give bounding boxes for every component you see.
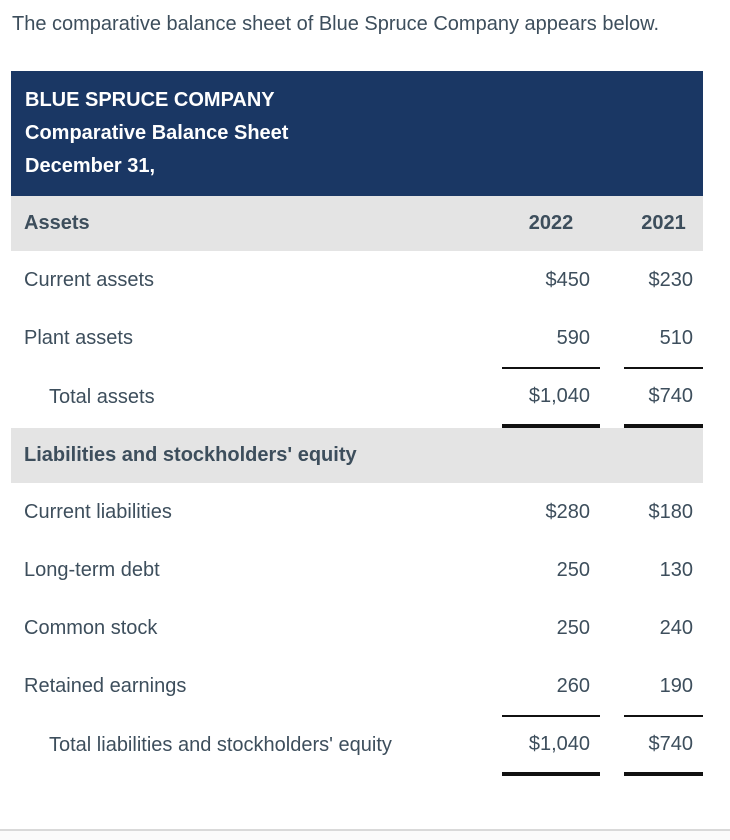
- table-row-total-liabilities-equity: Total liabilities and stockholders' equi…: [11, 715, 703, 776]
- value-2022: 260: [556, 674, 590, 697]
- table-row-common-stock: Common stock 250 240: [11, 599, 703, 657]
- value-2022: 250: [556, 558, 590, 581]
- row-label: Current liabilities: [24, 500, 172, 523]
- liabilities-section-label: Liabilities and stockholders' equity: [24, 444, 357, 466]
- table-row-long-term-debt: Long-term debt 250 130: [11, 541, 703, 599]
- value-2021: $740: [624, 367, 703, 428]
- column-header-2022: 2022: [528, 212, 574, 234]
- value-2021: $180: [648, 500, 694, 523]
- row-label: Current assets: [24, 268, 155, 291]
- value-2022: 590: [556, 326, 590, 349]
- table-row-current-liabilities: Current liabilities $280 $180: [11, 483, 703, 541]
- balance-sheet-card: BLUE SPRUCE COMPANY Comparative Balance …: [11, 71, 703, 776]
- row-label: Retained earnings: [24, 674, 187, 697]
- value-2022: $280: [545, 500, 591, 523]
- table-row-current-assets: Current assets $450 $230: [11, 251, 703, 309]
- row-label: Total liabilities and stockholders' equi…: [49, 734, 392, 756]
- below-divider-area: [0, 831, 730, 840]
- assets-section-header: Assets 2022 2021: [11, 196, 703, 251]
- balance-sheet-header: BLUE SPRUCE COMPANY Comparative Balance …: [11, 71, 703, 196]
- assets-section-label: Assets: [24, 212, 90, 234]
- row-label: Plant assets: [24, 326, 133, 349]
- company-name: BLUE SPRUCE COMPANY: [25, 89, 275, 111]
- value-2021: 130: [659, 558, 693, 581]
- bottom-divider: [0, 829, 730, 831]
- table-row-total-assets: Total assets $1,040 $740: [11, 367, 703, 428]
- report-date: December 31,: [25, 155, 156, 177]
- table-row-plant-assets: Plant assets 590 510: [11, 309, 703, 367]
- value-2021: 240: [659, 616, 693, 639]
- value-2022: $450: [545, 268, 591, 291]
- liabilities-section-header: Liabilities and stockholders' equity: [11, 428, 703, 483]
- table-row-retained-earnings: Retained earnings 260 190: [11, 657, 703, 715]
- row-label: Total assets: [49, 386, 155, 408]
- value-2022: $1,040: [502, 715, 600, 776]
- value-2021: $230: [648, 268, 694, 291]
- intro-text: The comparative balance sheet of Blue Sp…: [12, 13, 660, 35]
- row-label: Common stock: [24, 616, 158, 639]
- value-2021: 190: [659, 674, 693, 697]
- value-2022: 250: [556, 616, 590, 639]
- value-2021: $740: [624, 715, 703, 776]
- column-header-2021: 2021: [641, 212, 686, 234]
- value-2021: 510: [659, 326, 693, 349]
- value-2022: $1,040: [502, 367, 600, 428]
- row-label: Long-term debt: [24, 558, 160, 581]
- report-title: Comparative Balance Sheet: [25, 122, 289, 144]
